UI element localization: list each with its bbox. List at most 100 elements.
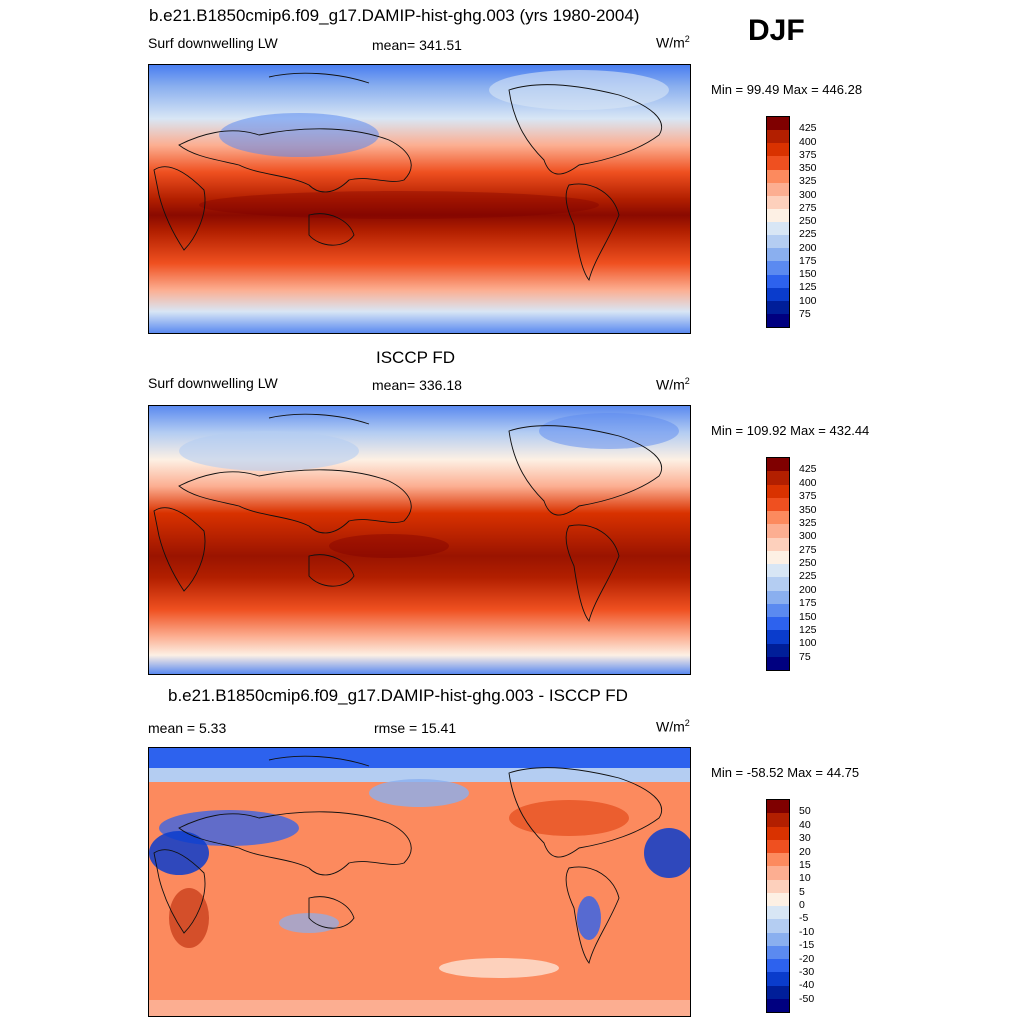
colorbar-tick-label: 200 [799,241,817,254]
colorbar-swatch [767,524,789,538]
colorbar-tick-label: 400 [799,476,817,489]
colorbar-swatch [767,182,789,196]
colorbar-swatch [767,484,789,498]
panel3-map [148,747,691,1017]
colorbar-tick-label: -50 [799,992,815,1005]
colorbar-swatch [767,839,789,853]
colorbar-tick-label: 125 [799,281,817,294]
panel3-minmax: Min = -58.52 Max = 44.75 [711,765,860,780]
colorbar-swatch [767,866,789,880]
colorbar-swatch [767,550,789,564]
colorbar-tick-label: 250 [799,557,817,569]
colorbar-tick-label: 350 [799,503,817,516]
colorbar-swatch [767,853,789,867]
colorbar-swatch [767,130,789,144]
colorbar-swatch [767,643,789,657]
colorbar-swatch [767,497,789,511]
colorbar-tick-label: 375 [799,148,817,161]
colorbar-tick-label: 5 [799,885,805,898]
colorbar-tick-label: -15 [799,939,815,952]
colorbar-swatch [767,998,789,1012]
colorbar-tick-label: -20 [799,952,815,965]
panel1-map [148,64,691,334]
panel1-coastlines [153,72,662,281]
colorbar-tick-label: 150 [799,268,817,280]
colorbar-swatch [767,261,789,275]
colorbar-swatch [767,906,789,920]
colorbar-swatch [767,511,789,525]
colorbar-swatch [767,287,789,301]
colorbar-tick-label: -30 [799,965,815,978]
colorbar-tick-label: 325 [799,175,817,188]
colorbar-swatch [767,590,789,604]
season-label: DJF [748,14,805,47]
panel1-units: W/m2 [656,34,690,51]
colorbar-tick-label: 175 [799,597,817,610]
colorbar-swatch [767,813,789,827]
colorbar-tick-label: 100 [799,294,817,307]
colorbar-swatch [767,313,789,327]
colorbar-swatch [767,892,789,906]
colorbar-tick-label: 300 [799,530,817,543]
colorbar-tick-label: 40 [799,818,811,831]
panel1-colorbar [766,116,790,328]
panel3-units: W/m2 [656,718,690,735]
colorbar-swatch [767,985,789,999]
colorbar-swatch [767,471,789,485]
colorbar-swatch [767,117,789,131]
colorbar-swatch [767,537,789,551]
colorbar-swatch [767,617,789,631]
colorbar-tick-label: 225 [799,570,817,583]
colorbar-tick-label: 30 [799,832,811,845]
colorbar-tick-label: 20 [799,845,811,858]
panel2-map [148,405,691,675]
panel2-coastlines [153,413,662,622]
colorbar-swatch [767,235,789,249]
panel3-title: b.e21.B1850cmip6.f09_g17.DAMIP-hist-ghg.… [168,686,628,705]
panel2-mean-label: mean= 336.18 [372,377,462,393]
colorbar-tick-label: 100 [799,637,817,650]
colorbar-tick-label: 75 [799,307,811,320]
panel2-title: ISCCP FD [376,348,456,367]
colorbar-swatch [767,656,789,670]
panel2-variable-label: Surf downwelling LW [148,375,278,391]
colorbar-tick-label: 150 [799,610,817,623]
colorbar-swatch [767,274,789,288]
colorbar-tick-label: 275 [799,201,817,214]
colorbar-tick-label: 15 [799,858,811,871]
panel2-colorbar [766,457,790,671]
colorbar-swatch [767,143,789,157]
colorbar-swatch [767,300,789,314]
panel1-mean-label: mean= 341.51 [372,37,462,53]
colorbar-tick-label: 225 [799,228,817,241]
colorbar-tick-label: 10 [799,872,811,885]
panel3-colorbar [766,799,790,1013]
colorbar-tick-label: 425 [799,463,817,476]
colorbar-tick-label: 50 [799,805,811,818]
colorbar-tick-label: 75 [799,650,811,663]
colorbar-tick-label: 325 [799,516,817,529]
colorbar-tick-label: -40 [799,979,815,992]
colorbar-swatch [767,879,789,893]
colorbar-tick-label: 125 [799,623,817,636]
panel2-minmax: Min = 109.92 Max = 432.44 [711,423,870,438]
colorbar-swatch [767,603,789,617]
colorbar-swatch [767,919,789,933]
colorbar-tick-label: 300 [799,188,817,201]
colorbar-swatch [767,630,789,644]
panel2-units: W/m2 [656,376,690,393]
colorbar-tick-label: 275 [799,543,817,556]
colorbar-swatch [767,248,789,262]
colorbar-swatch [767,458,789,472]
colorbar-swatch [767,800,789,814]
panel3-mean-label: mean = 5.33 [148,720,227,736]
panel1-minmax: Min = 99.49 Max = 446.28 [711,82,863,97]
colorbar-tick-label: 175 [799,254,817,267]
colorbar-swatch [767,932,789,946]
colorbar-swatch [767,564,789,578]
colorbar-tick-label: -5 [799,912,809,925]
colorbar-swatch [767,959,789,973]
colorbar-tick-label: 400 [799,135,817,148]
panel1-title: b.e21.B1850cmip6.f09_g17.DAMIP-hist-ghg.… [149,6,640,25]
colorbar-swatch [767,169,789,183]
